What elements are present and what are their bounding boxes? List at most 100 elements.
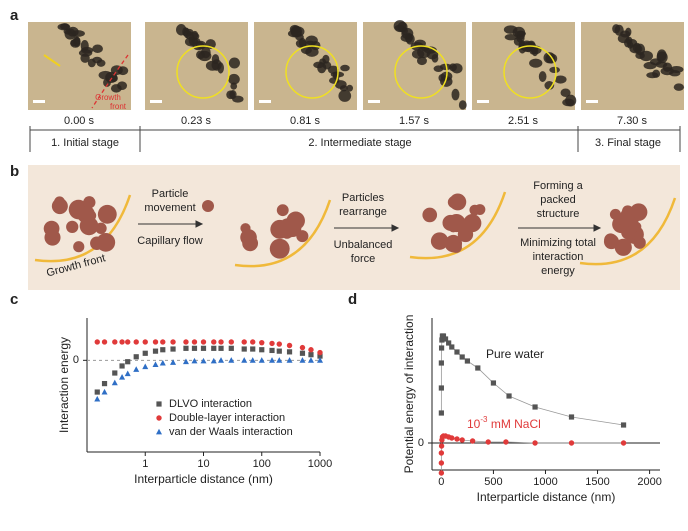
legend-label: Double-layer interaction	[169, 412, 285, 424]
marker	[124, 370, 131, 377]
particle	[66, 220, 79, 233]
time-label: 2.51 s	[508, 115, 538, 127]
particle-blob	[228, 57, 240, 69]
marker	[299, 357, 306, 363]
marker	[152, 361, 159, 367]
marker	[269, 347, 275, 354]
particle	[90, 236, 104, 250]
marker	[159, 359, 166, 366]
x-axis-label: Interparticle distance (nm)	[134, 472, 273, 486]
marker	[454, 349, 460, 355]
particle-blob	[228, 73, 240, 85]
particle	[422, 207, 438, 223]
legend-marker	[156, 401, 162, 407]
marker	[152, 348, 159, 354]
label-part: 10	[467, 417, 481, 431]
step-text: Minimizing total	[520, 237, 596, 249]
legend-marker	[156, 428, 162, 435]
panel-label: c	[10, 291, 18, 308]
marker	[112, 339, 118, 345]
scale-bar	[368, 100, 380, 103]
x-tick-label: 1000	[308, 458, 332, 470]
marker	[133, 354, 139, 360]
particle-blob	[544, 81, 555, 90]
particle-blob	[433, 65, 444, 72]
marker	[620, 422, 627, 428]
marker	[142, 350, 148, 356]
marker	[241, 357, 248, 363]
particle-blob	[57, 23, 71, 31]
marker	[568, 414, 575, 420]
marker	[170, 339, 176, 345]
marker	[101, 380, 108, 387]
time-label: 0.81 s	[290, 115, 320, 127]
particle-blob	[624, 38, 632, 48]
scale-bar	[586, 100, 598, 103]
particle-blob	[538, 71, 547, 82]
marker	[133, 339, 139, 345]
marker	[119, 339, 125, 345]
particle-blob	[346, 84, 354, 92]
stage-bracket	[29, 126, 681, 152]
marker	[440, 333, 447, 339]
particle-blob	[652, 69, 661, 78]
panel-label: b	[10, 163, 19, 180]
marker	[269, 340, 275, 347]
marker	[210, 357, 217, 364]
step-text: interaction	[533, 251, 584, 263]
time-label: 0.00 s	[64, 115, 94, 127]
marker	[438, 410, 444, 416]
x-tick-label: 1000	[533, 476, 557, 488]
marker	[191, 357, 198, 364]
step-text: structure	[537, 208, 580, 220]
marker	[191, 345, 198, 351]
annotation: front	[110, 102, 127, 111]
marker	[250, 346, 256, 352]
marker	[568, 440, 575, 446]
particle-blob	[196, 50, 205, 60]
step-text: energy	[541, 265, 575, 277]
marker	[211, 339, 217, 345]
legend-label: DLVO interaction	[169, 398, 252, 410]
marker	[170, 346, 176, 352]
marker	[119, 374, 126, 380]
particle	[202, 200, 214, 212]
particle	[79, 216, 99, 236]
marker	[200, 339, 207, 345]
particle-blob	[295, 33, 304, 41]
step-text: force	[351, 253, 375, 265]
particle-blob	[440, 76, 453, 87]
marker	[317, 357, 323, 363]
scale-bar	[33, 100, 45, 103]
particle	[614, 238, 632, 256]
marker	[228, 345, 234, 351]
particle-blob	[332, 71, 340, 80]
growth-front-line	[91, 54, 129, 109]
particle-blob	[92, 56, 103, 64]
marker	[160, 339, 166, 345]
particle	[43, 220, 60, 237]
scale-bar	[150, 100, 162, 103]
marker	[200, 357, 207, 364]
marker	[218, 357, 225, 363]
marker	[160, 347, 166, 353]
annotation: Growth	[95, 93, 121, 102]
marker	[438, 385, 444, 391]
growth-front	[409, 191, 507, 260]
particle-blob	[289, 24, 300, 34]
marker	[211, 345, 217, 351]
time-label: 1.57 s	[399, 115, 429, 127]
particle	[97, 204, 117, 224]
marker	[469, 438, 476, 444]
marker	[276, 341, 282, 347]
marker	[94, 389, 100, 395]
micrographs: 0.00 s 0.23 s 0.81 s 1.57 s 2.51 s 7.30 s	[28, 20, 685, 127]
highlight-circle	[285, 45, 339, 99]
particle	[618, 211, 634, 227]
marker	[485, 439, 491, 445]
marker	[475, 365, 481, 371]
highlight-circle	[176, 45, 230, 99]
scale-bar	[259, 100, 271, 103]
